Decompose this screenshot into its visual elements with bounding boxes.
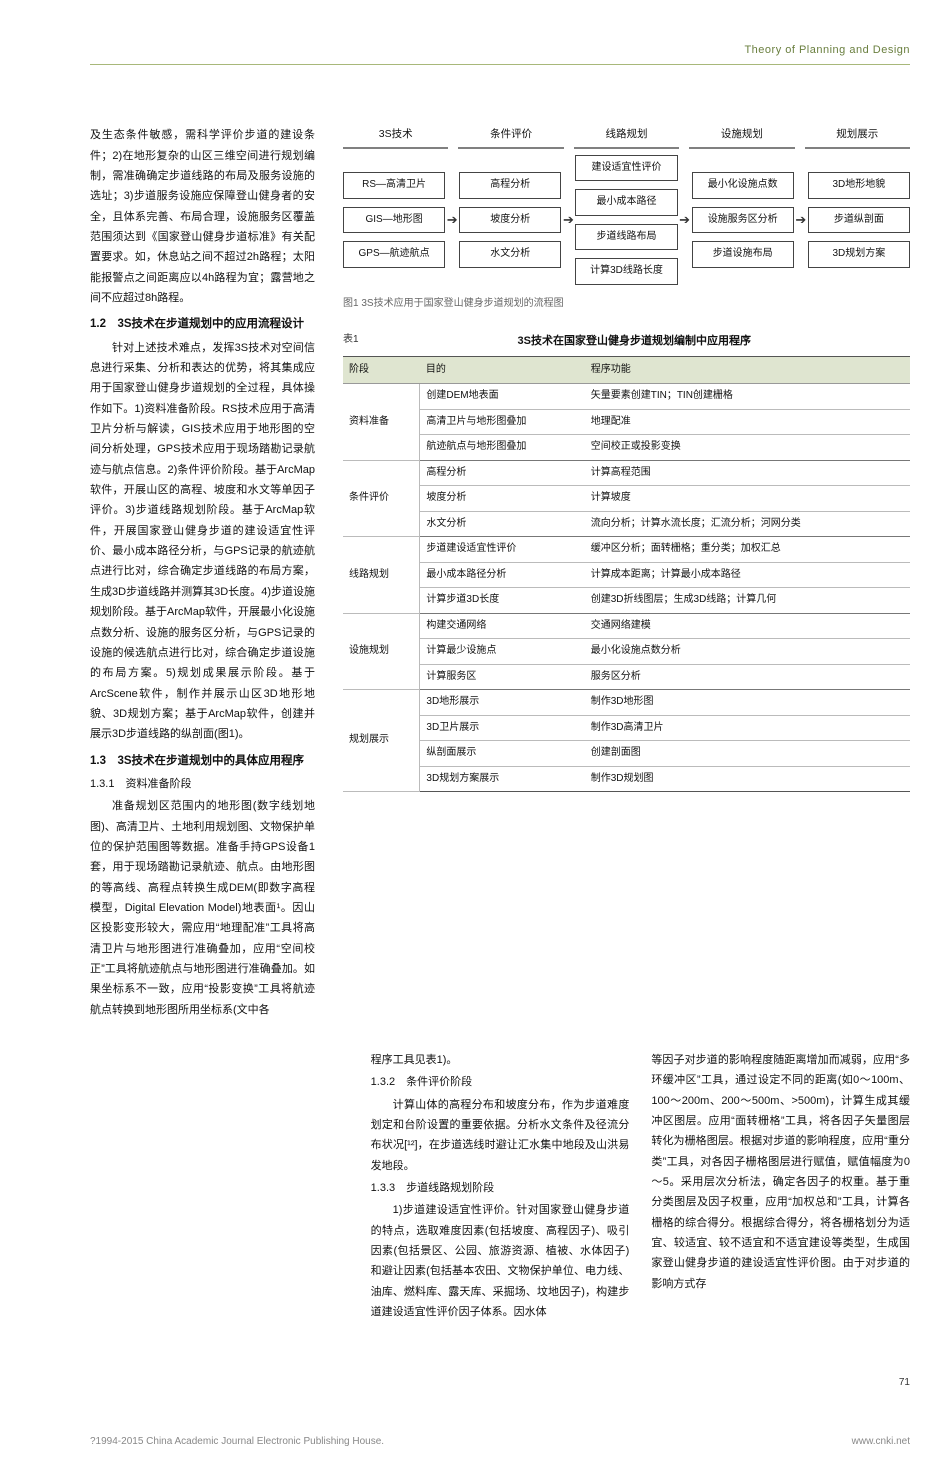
flowchart-node: GIS—地形图 bbox=[343, 207, 445, 234]
arrow-right-icon: ➔ bbox=[561, 213, 575, 226]
body-para: 等因子对步道的影响程度随距离增加而减弱，应用“多环缓冲区”工具，通过设定不同的距… bbox=[651, 1050, 910, 1294]
table-cell: 3D卫片展示 bbox=[420, 715, 585, 741]
heading-131: 1.3.1 资料准备阶段 bbox=[90, 774, 315, 794]
flowchart-col-header: 3S技术 bbox=[343, 125, 448, 148]
flowchart-node: 步道纵剖面 bbox=[808, 207, 910, 234]
table-cell: 3D规划方案展示 bbox=[420, 766, 585, 792]
table-cell: 最小化设施点数分析 bbox=[585, 639, 910, 665]
table-cell: 坡度分析 bbox=[420, 486, 585, 512]
flowchart-col-header: 条件评价 bbox=[458, 125, 563, 148]
lower-grid: 程序工具见表1)。 1.3.2 条件评价阶段 计算山体的高程分布和坡度分布，作为… bbox=[90, 1050, 910, 1324]
application-table: 阶段 目的 程序功能 资料准备创建DEM地表面矢量要素创建TIN；TIN创建栅格… bbox=[343, 356, 910, 793]
table-cell: 纵剖面展示 bbox=[420, 741, 585, 767]
heading-132: 1.3.2 条件评价阶段 bbox=[371, 1072, 630, 1092]
right-block: 3S技术 条件评价 线路规划 设施规划 规划展示 RS—高清卫片 GIS—地形图 G… bbox=[343, 125, 910, 1022]
table-cell: 制作3D高清卫片 bbox=[585, 715, 910, 741]
table-cell: 创建DEM地表面 bbox=[420, 384, 585, 410]
page-number: 71 bbox=[90, 1374, 910, 1393]
flowchart-node: RS—高清卫片 bbox=[343, 172, 445, 199]
table-cell: 创建剖面图 bbox=[585, 741, 910, 767]
table-cell: 最小成本路径分析 bbox=[420, 562, 585, 588]
body-para: 1)步道建设适宜性评价。针对国家登山健身步道的特点，选取难度因素(包括坡度、高程… bbox=[371, 1200, 630, 1322]
heading-133: 1.3.3 步道线路规划阶段 bbox=[371, 1178, 630, 1198]
table-cell: 计算坡度 bbox=[585, 486, 910, 512]
lower-col-2: 程序工具见表1)。 1.3.2 条件评价阶段 计算山体的高程分布和坡度分布，作为… bbox=[371, 1050, 630, 1324]
table-header: 程序功能 bbox=[585, 356, 910, 384]
flowchart-node: 建设适宜性评价 bbox=[575, 155, 677, 182]
flowchart-node: 水文分析 bbox=[459, 241, 561, 268]
table-stage-cell: 条件评价 bbox=[343, 460, 420, 537]
body-para: 针对上述技术难点，发挥3S技术对空间信息进行采集、分析和表达的优势，将其集成应用… bbox=[90, 338, 315, 745]
page-header-title: Theory of Planning and Design bbox=[90, 40, 910, 65]
heading-13: 1.3 3S技术在步道规划中的具体应用程序 bbox=[90, 751, 315, 772]
flowchart-node: 设施服务区分析 bbox=[692, 207, 794, 234]
flowchart-body: RS—高清卫片GIS—地形图GPS—航迹航点 ➔ 高程分析坡度分析水文分析 ➔ … bbox=[343, 155, 910, 285]
table-cell: 流向分析；计算水流长度；汇流分析；河网分类 bbox=[585, 511, 910, 537]
table-pre: 表1 bbox=[343, 331, 359, 350]
table-cell: 服务区分析 bbox=[585, 664, 910, 690]
flowchart-node: 3D规划方案 bbox=[808, 241, 910, 268]
table-cell: 制作3D地形图 bbox=[585, 690, 910, 716]
flowchart-node: 高程分析 bbox=[459, 172, 561, 199]
table-stage-cell: 规划展示 bbox=[343, 690, 420, 792]
flowchart-caption: 图1 3S技术应用于国家登山健身步道规划的流程图 bbox=[343, 295, 910, 314]
table-cell: 高清卫片与地形图叠加 bbox=[420, 409, 585, 435]
table-cell: 缓冲区分析；面转栅格；重分类；加权汇总 bbox=[585, 537, 910, 563]
flowchart-node: 3D地形地貌 bbox=[808, 172, 910, 199]
heading-12: 1.2 3S技术在步道规划中的应用流程设计 bbox=[90, 314, 315, 335]
table-cell: 水文分析 bbox=[420, 511, 585, 537]
body-para: 程序工具见表1)。 bbox=[371, 1050, 630, 1070]
body-para: 及生态条件敏感，需科学评价步道的建设条件；2)在地形复杂的山区三维空间进行规划编… bbox=[90, 125, 315, 308]
flowchart-col-header: 规划展示 bbox=[805, 125, 910, 148]
table-cell: 计算步道3D长度 bbox=[420, 588, 585, 614]
flowchart-node: 最小成本路径 bbox=[575, 189, 677, 216]
flowchart-node: 最小化设施点数 bbox=[692, 172, 794, 199]
flowchart-node: 计算3D线路长度 bbox=[575, 258, 677, 285]
flowchart-node: 步道线路布局 bbox=[575, 224, 677, 251]
table-cell: 地理配准 bbox=[585, 409, 910, 435]
page-footer: ?1994-2015 China Academic Journal Electr… bbox=[90, 1433, 910, 1452]
footer-right: www.cnki.net bbox=[852, 1433, 910, 1452]
table-cell: 步道建设适宜性评价 bbox=[420, 537, 585, 563]
table-cell: 计算服务区 bbox=[420, 664, 585, 690]
table-cell: 计算成本距离；计算最小成本路径 bbox=[585, 562, 910, 588]
flowchart: 3S技术 条件评价 线路规划 设施规划 规划展示 RS—高清卫片 GIS—地形图 G… bbox=[343, 125, 910, 313]
table-cell: 交通网络建模 bbox=[585, 613, 910, 639]
flowchart-node: 步道设施布局 bbox=[692, 241, 794, 268]
flowchart-col-header: 设施规划 bbox=[689, 125, 794, 148]
table-cell: 高程分析 bbox=[420, 460, 585, 486]
flowchart-col-header: 线路规划 bbox=[574, 125, 679, 148]
body-para: 准备规划区范围内的地形图(数字线划地图)、高清卫片、土地利用规划图、文物保护单位… bbox=[90, 796, 315, 1020]
table-cell: 制作3D规划图 bbox=[585, 766, 910, 792]
arrow-right-icon: ➔ bbox=[794, 213, 808, 226]
footer-left: ?1994-2015 China Academic Journal Electr… bbox=[90, 1433, 384, 1452]
table-cell: 构建交通网络 bbox=[420, 613, 585, 639]
table-stage-cell: 线路规划 bbox=[343, 537, 420, 614]
table-header: 目的 bbox=[420, 356, 585, 384]
table-cell: 计算最少设施点 bbox=[420, 639, 585, 665]
lower-col-1 bbox=[90, 1050, 349, 1324]
table-cell: 创建3D折线图层；生成3D线路；计算几何 bbox=[585, 588, 910, 614]
lower-col-3: 等因子对步道的影响程度随距离增加而减弱，应用“多环缓冲区”工具，通过设定不同的距… bbox=[651, 1050, 910, 1324]
flowchart-node: GPS—航迹航点 bbox=[343, 241, 445, 268]
arrow-right-icon: ➔ bbox=[678, 213, 692, 226]
table-stage-cell: 资料准备 bbox=[343, 384, 420, 461]
table-caption: 3S技术在国家登山健身步道规划编制中应用程序 bbox=[343, 331, 910, 351]
upper-grid: 及生态条件敏感，需科学评价步道的建设条件；2)在地形复杂的山区三维空间进行规划编… bbox=[90, 125, 910, 1022]
left-column: 及生态条件敏感，需科学评价步道的建设条件；2)在地形复杂的山区三维空间进行规划编… bbox=[90, 125, 315, 1022]
table-cell: 3D地形展示 bbox=[420, 690, 585, 716]
table-cell: 计算高程范围 bbox=[585, 460, 910, 486]
flowchart-node: 坡度分析 bbox=[459, 207, 561, 234]
table-header: 阶段 bbox=[343, 356, 420, 384]
body-para: 计算山体的高程分布和坡度分布，作为步道难度划定和台阶设置的重要依据。分析水文条件… bbox=[371, 1095, 630, 1176]
table-cell: 航迹航点与地形图叠加 bbox=[420, 435, 585, 461]
arrow-right-icon: ➔ bbox=[445, 213, 459, 226]
table-stage-cell: 设施规划 bbox=[343, 613, 420, 690]
table-cell: 矢量要素创建TIN；TIN创建栅格 bbox=[585, 384, 910, 410]
table-cell: 空间校正或投影变换 bbox=[585, 435, 910, 461]
